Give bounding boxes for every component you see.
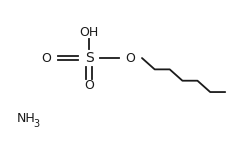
Text: OH: OH <box>80 26 99 39</box>
Text: O: O <box>84 79 94 92</box>
Text: 3: 3 <box>33 119 39 129</box>
Text: O: O <box>125 52 135 65</box>
Text: NH: NH <box>16 112 35 125</box>
Text: O: O <box>42 52 51 65</box>
Text: S: S <box>85 51 94 65</box>
